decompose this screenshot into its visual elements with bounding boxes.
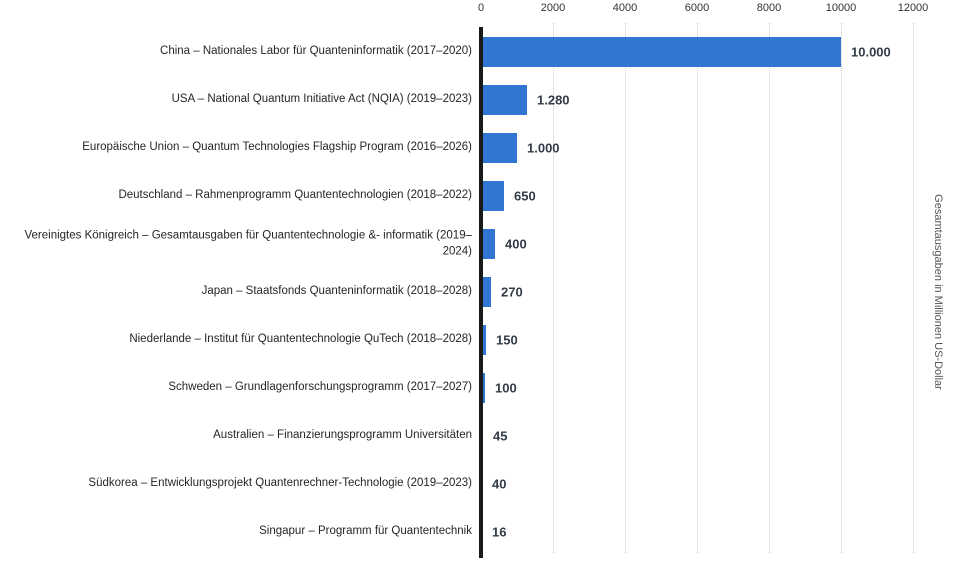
value-label: 100 bbox=[495, 380, 517, 396]
value-label: 16 bbox=[492, 524, 507, 540]
category-label: Deutschland – Rahmenprogramm Quantentech… bbox=[118, 189, 472, 202]
y-axis-line bbox=[479, 27, 483, 558]
bar bbox=[481, 85, 527, 115]
bar bbox=[481, 229, 495, 259]
gridline bbox=[697, 23, 698, 553]
bar bbox=[481, 181, 504, 211]
x-axis-tick-label: 2000 bbox=[540, 2, 566, 14]
bar bbox=[481, 325, 486, 355]
value-label: 150 bbox=[496, 332, 518, 348]
category-label: Australien – Finanzierungsprogramm Unive… bbox=[213, 429, 472, 442]
category-label: Vereinigtes Königreich – Gesamtausgaben … bbox=[24, 229, 473, 257]
value-label: 650 bbox=[514, 188, 536, 204]
bar bbox=[481, 373, 485, 403]
value-label: 1.280 bbox=[537, 92, 570, 108]
x-axis-tick-label: 10000 bbox=[825, 2, 857, 14]
value-label: 45 bbox=[493, 428, 508, 444]
x-axis-tick-label: 4000 bbox=[612, 2, 638, 14]
category-label: Niederlande – Institut für Quantentechno… bbox=[129, 333, 472, 346]
x-axis-tick-label: 6000 bbox=[684, 2, 710, 14]
gridline bbox=[913, 23, 914, 553]
gridline bbox=[553, 23, 554, 553]
gridline bbox=[769, 23, 770, 553]
category-label: Singapur – Programm für Quantentechnik bbox=[259, 525, 472, 538]
category-label: Japan – Staatsfonds Quanteninformatik (2… bbox=[201, 285, 472, 298]
bar bbox=[481, 37, 841, 67]
category-label: Südkorea – Entwicklungsprojekt Quantenre… bbox=[88, 477, 472, 490]
category-label: Europäische Union – Quantum Technologies… bbox=[82, 141, 472, 154]
gridline bbox=[841, 23, 842, 553]
bar bbox=[481, 277, 491, 307]
x-axis-tick-label: 0 bbox=[477, 2, 485, 14]
value-label: 40 bbox=[492, 476, 507, 492]
x-axis-tick-label: 12000 bbox=[897, 2, 929, 14]
x-axis-tick-label: 8000 bbox=[756, 2, 782, 14]
category-label: China – Nationales Labor für Quanteninfo… bbox=[160, 45, 472, 58]
value-label: 1.000 bbox=[527, 140, 560, 156]
category-label: USA – National Quantum Initiative Act (N… bbox=[171, 93, 472, 106]
category-label: Schweden – Grundlagenforschungsprogramm … bbox=[168, 381, 472, 394]
bar bbox=[481, 133, 517, 163]
value-label: 10.000 bbox=[851, 44, 891, 60]
value-label: 270 bbox=[501, 284, 523, 300]
gridline bbox=[625, 23, 626, 553]
value-label: 400 bbox=[505, 236, 527, 252]
right-axis-title: Gesamtausgaben in Millionen US-Dollar bbox=[932, 194, 944, 390]
